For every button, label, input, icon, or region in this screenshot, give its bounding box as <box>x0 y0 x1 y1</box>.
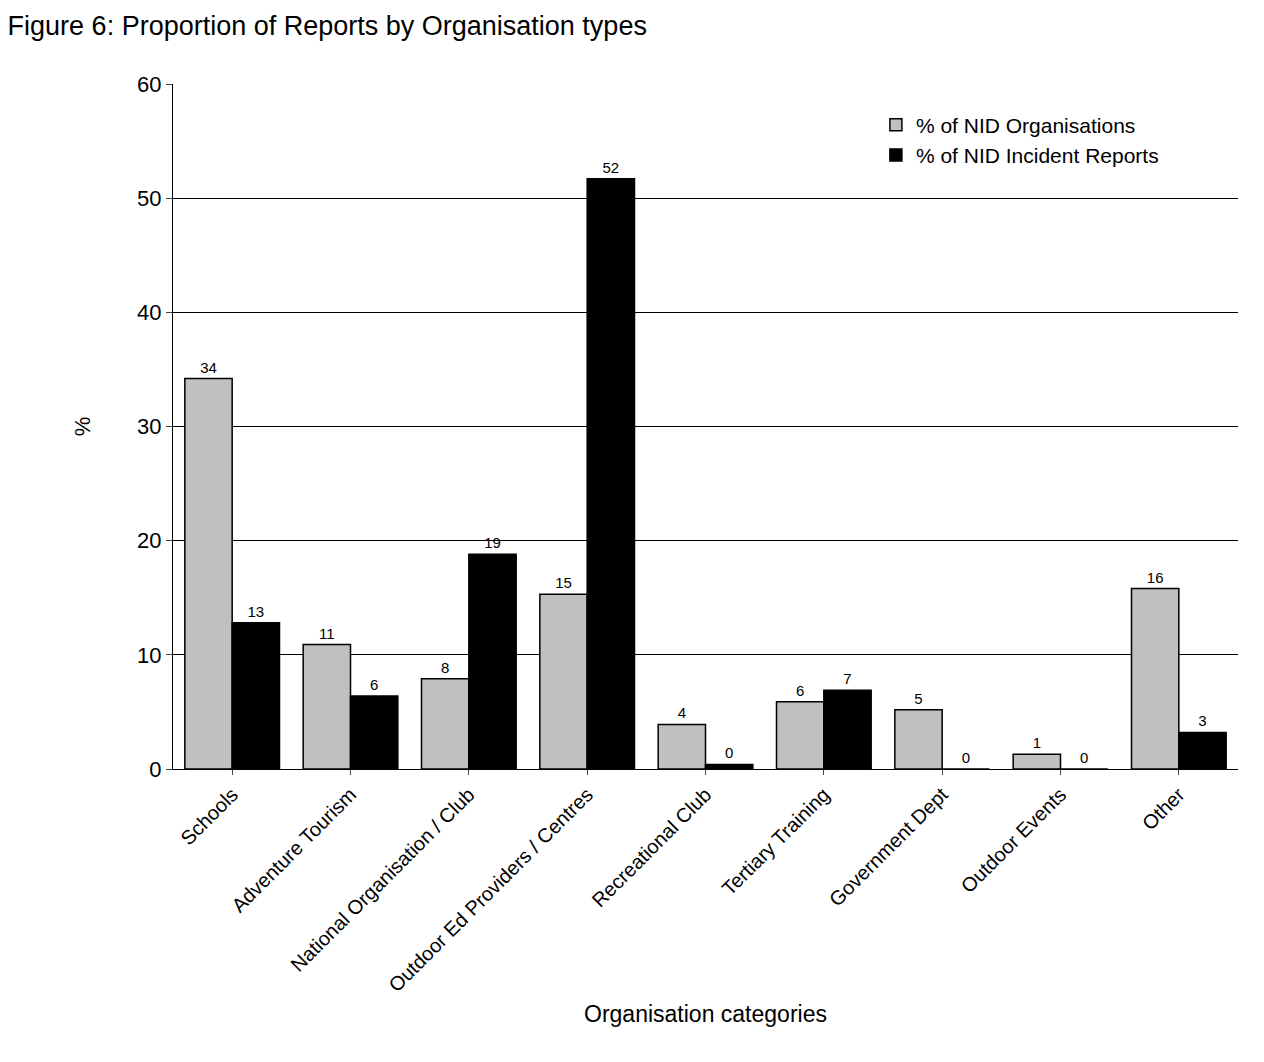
svg-text:Schools: Schools <box>176 783 242 849</box>
svg-text:0: 0 <box>725 744 733 761</box>
svg-text:0: 0 <box>1080 749 1088 766</box>
svg-text:%: % <box>70 417 95 437</box>
svg-text:Other: Other <box>1138 783 1189 834</box>
svg-text:10: 10 <box>137 643 161 668</box>
svg-text:Tertiary Training: Tertiary Training <box>718 783 834 899</box>
svg-text:40: 40 <box>137 300 161 325</box>
svg-text:0: 0 <box>962 749 970 766</box>
svg-text:19: 19 <box>484 534 501 551</box>
svg-text:50: 50 <box>137 186 161 211</box>
svg-text:1: 1 <box>1033 734 1041 751</box>
svg-text:National Organisation / Club: National Organisation / Club <box>286 783 478 975</box>
svg-text:Adventure Tourism: Adventure Tourism <box>227 783 360 916</box>
svg-text:20: 20 <box>137 528 161 553</box>
svg-text:13: 13 <box>247 603 264 620</box>
svg-text:16: 16 <box>1147 569 1164 586</box>
svg-text:% of NID Organisations: % of NID Organisations <box>916 114 1135 137</box>
svg-text:% of NID Incident Reports: % of NID Incident Reports <box>916 144 1159 167</box>
svg-text:60: 60 <box>137 72 161 97</box>
svg-text:Outdoor Events: Outdoor Events <box>957 783 1071 897</box>
svg-text:7: 7 <box>843 670 851 687</box>
svg-text:5: 5 <box>914 690 922 707</box>
svg-text:Outdoor Ed Providers / Centres: Outdoor Ed Providers / Centres <box>384 783 597 996</box>
svg-text:30: 30 <box>137 414 161 439</box>
svg-text:6: 6 <box>796 682 804 699</box>
svg-text:Government Dept: Government Dept <box>825 783 952 910</box>
svg-text:0: 0 <box>149 757 161 782</box>
svg-text:8: 8 <box>441 659 449 676</box>
svg-text:6: 6 <box>370 676 378 693</box>
svg-text:11: 11 <box>319 625 335 642</box>
svg-text:Organisation categories: Organisation categories <box>584 1001 827 1027</box>
svg-text:52: 52 <box>602 159 619 176</box>
svg-text:34: 34 <box>200 359 217 376</box>
svg-text:15: 15 <box>555 574 572 591</box>
svg-text:3: 3 <box>1198 712 1206 729</box>
svg-text:Recreational Club: Recreational Club <box>587 783 715 911</box>
svg-text:Figure 6: Proportion of Report: Figure 6: Proportion of Reports by Organ… <box>8 11 647 41</box>
svg-text:4: 4 <box>678 704 686 721</box>
